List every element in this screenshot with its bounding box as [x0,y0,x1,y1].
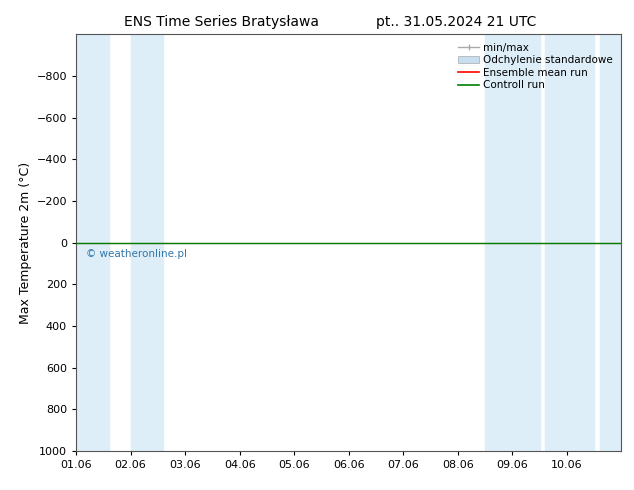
Text: © weatheronline.pl: © weatheronline.pl [86,249,187,259]
Bar [131,34,164,451]
Bar [76,34,109,451]
Text: ENS Time Series Bratysława: ENS Time Series Bratysława [124,15,320,29]
Bar [600,34,621,451]
Bar [545,34,594,451]
Text: pt.. 31.05.2024 21 UTC: pt.. 31.05.2024 21 UTC [377,15,536,29]
Bar [485,34,540,451]
Legend: min/max, Odchylenie standardowe, Ensemble mean run, Controll run: min/max, Odchylenie standardowe, Ensembl… [455,40,616,94]
Y-axis label: Max Temperature 2m (°C): Max Temperature 2m (°C) [20,162,32,323]
